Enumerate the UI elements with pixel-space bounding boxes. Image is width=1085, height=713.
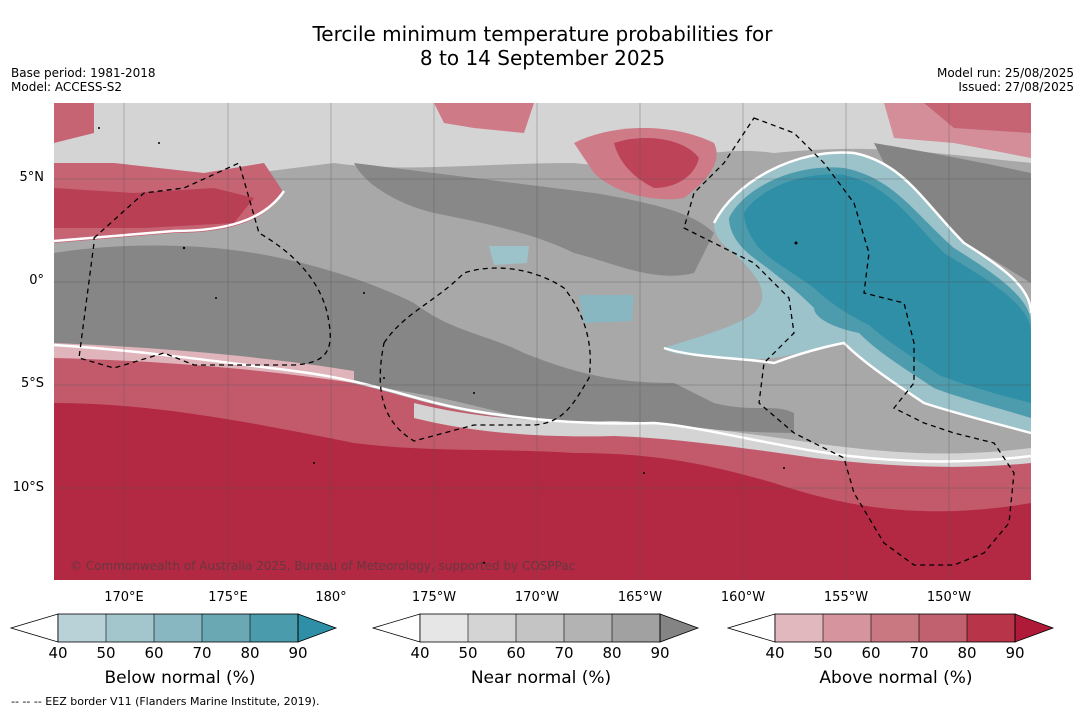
lon-label-180: 180°	[315, 590, 347, 605]
lon-label-165w: 165°W	[617, 590, 663, 605]
lon-label-175w: 175°W	[411, 590, 457, 605]
colorbar-tick-label: 80	[240, 644, 260, 662]
near-normal-title: Near normal (%)	[470, 668, 612, 688]
colorbar-tick-label: 50	[458, 644, 478, 662]
colorbar-outline	[419, 613, 661, 643]
above-normal-colorbar	[727, 613, 1055, 643]
colorbar-min-extension	[727, 613, 776, 643]
colorbar-segment	[612, 614, 660, 642]
colorbar-segment	[250, 614, 298, 642]
near-normal-dark-east	[874, 143, 1031, 283]
below-normal-title: Below normal (%)	[104, 668, 256, 688]
near-normal-dark-central	[354, 163, 714, 276]
above-normal-nw-corner	[54, 103, 94, 143]
colorbar-tick-label: 80	[602, 644, 622, 662]
colorbar-segment	[516, 614, 564, 642]
lat-label-10s: 10°S	[12, 480, 44, 495]
run-info: Model run: 25/08/2025 Issued: 27/08/2025	[937, 66, 1074, 94]
colorbar-min-extension	[10, 613, 59, 643]
colorbar-tick-label: 90	[650, 644, 670, 662]
colorbar-tick-label: 40	[765, 644, 785, 662]
contour-white-east	[712, 151, 1031, 314]
probability-map	[54, 103, 1031, 580]
lon-label-175e: 175°E	[208, 590, 248, 605]
lon-label-170w: 170°W	[514, 590, 560, 605]
colorbar-segment	[106, 614, 154, 642]
above-normal-northeast-core	[924, 103, 1031, 133]
colorbar-tick-label: 90	[288, 644, 308, 662]
colorbar-max-extension	[297, 613, 338, 643]
eez-footnote: -- -- -- EEZ border V11 (Flanders Marine…	[11, 695, 320, 708]
above-normal-northwest-core	[54, 188, 254, 228]
lat-label-5n: 5°N	[19, 170, 45, 185]
colorbar-tick-label: 70	[554, 644, 574, 662]
above-normal-south-fringe	[54, 343, 354, 383]
contour-white-south	[54, 343, 1031, 463]
colorbar-tick-label: 70	[909, 644, 929, 662]
below-normal-small	[489, 246, 529, 265]
colorbar-tick-label: 60	[861, 644, 881, 662]
colorbar-segment	[468, 614, 516, 642]
lat-label-5s: 5°S	[20, 376, 44, 391]
colorbar-outline	[57, 613, 299, 643]
colorbar-max-extension	[1014, 613, 1055, 643]
near-normal-light-north	[54, 103, 1031, 193]
issued-date: Issued: 27/08/2025	[958, 80, 1074, 94]
model-name: Model: ACCESS-S2	[11, 80, 123, 94]
colorbar-segment	[871, 614, 919, 642]
above-normal-north-small	[434, 103, 534, 133]
lat-label-0: 0°	[29, 273, 44, 288]
colorbar-segment	[967, 614, 1015, 642]
colorbar-segment	[154, 614, 202, 642]
below-normal-east-core	[744, 174, 1031, 403]
model-run-date: Model run: 25/08/2025	[936, 66, 1074, 80]
above-normal-north-central-core	[614, 138, 699, 188]
title-line-2: 8 to 14 September 2025	[419, 46, 666, 70]
colorbar-segment	[420, 614, 468, 642]
above-normal-title: Above normal (%)	[819, 668, 973, 688]
colorbar-tick-label: 50	[813, 644, 833, 662]
colorbar-outline	[774, 613, 1016, 643]
lon-label-160w: 160°W	[720, 590, 766, 605]
colorbar-segment	[919, 614, 967, 642]
contour-white-east-south	[663, 341, 1031, 435]
colorbar-tick-label: 70	[192, 644, 212, 662]
colorbar-segment	[775, 614, 823, 642]
colorbar-tick-label: 90	[1005, 644, 1025, 662]
lon-label-155w: 155°W	[823, 590, 869, 605]
colorbar-segment	[564, 614, 612, 642]
colorbar-tick-label: 40	[48, 644, 68, 662]
title-line-1: Tercile minimum temperature probabilitie…	[312, 22, 773, 46]
colorbar-tick-label: 60	[144, 644, 164, 662]
colorbar-max-extension	[659, 613, 700, 643]
base-period-info: Base period: 1981-2018 Model: ACCESS-S2	[11, 66, 156, 94]
near-normal-dark-west	[54, 245, 794, 433]
contour-white-northwest	[54, 190, 286, 243]
above-normal-south-core	[54, 403, 1031, 580]
colorbar-segment	[823, 614, 871, 642]
colorbar-tick-label: 50	[96, 644, 116, 662]
colorbar-segment	[58, 614, 106, 642]
lon-label-150w: 150°W	[926, 590, 972, 605]
below-normal-colorbar	[10, 613, 338, 643]
colorbar-tick-label: 60	[506, 644, 526, 662]
below-normal-central	[579, 295, 634, 323]
lon-label-170e: 170°E	[104, 590, 144, 605]
colorbar-tick-label: 40	[410, 644, 430, 662]
near-normal-colorbar	[372, 613, 700, 643]
graticule	[54, 103, 1031, 580]
colorbar-min-extension	[372, 613, 421, 643]
copyright-notice: © Commonwealth of Australia 2025, Bureau…	[70, 559, 576, 573]
colorbar-segment	[202, 614, 250, 642]
map-title: Tercile minimum temperature probabilitie…	[0, 22, 1085, 70]
eez-borders	[78, 117, 1015, 566]
colorbar-tick-label: 80	[957, 644, 977, 662]
islands	[98, 127, 798, 565]
base-period: Base period: 1981-2018	[11, 66, 156, 80]
